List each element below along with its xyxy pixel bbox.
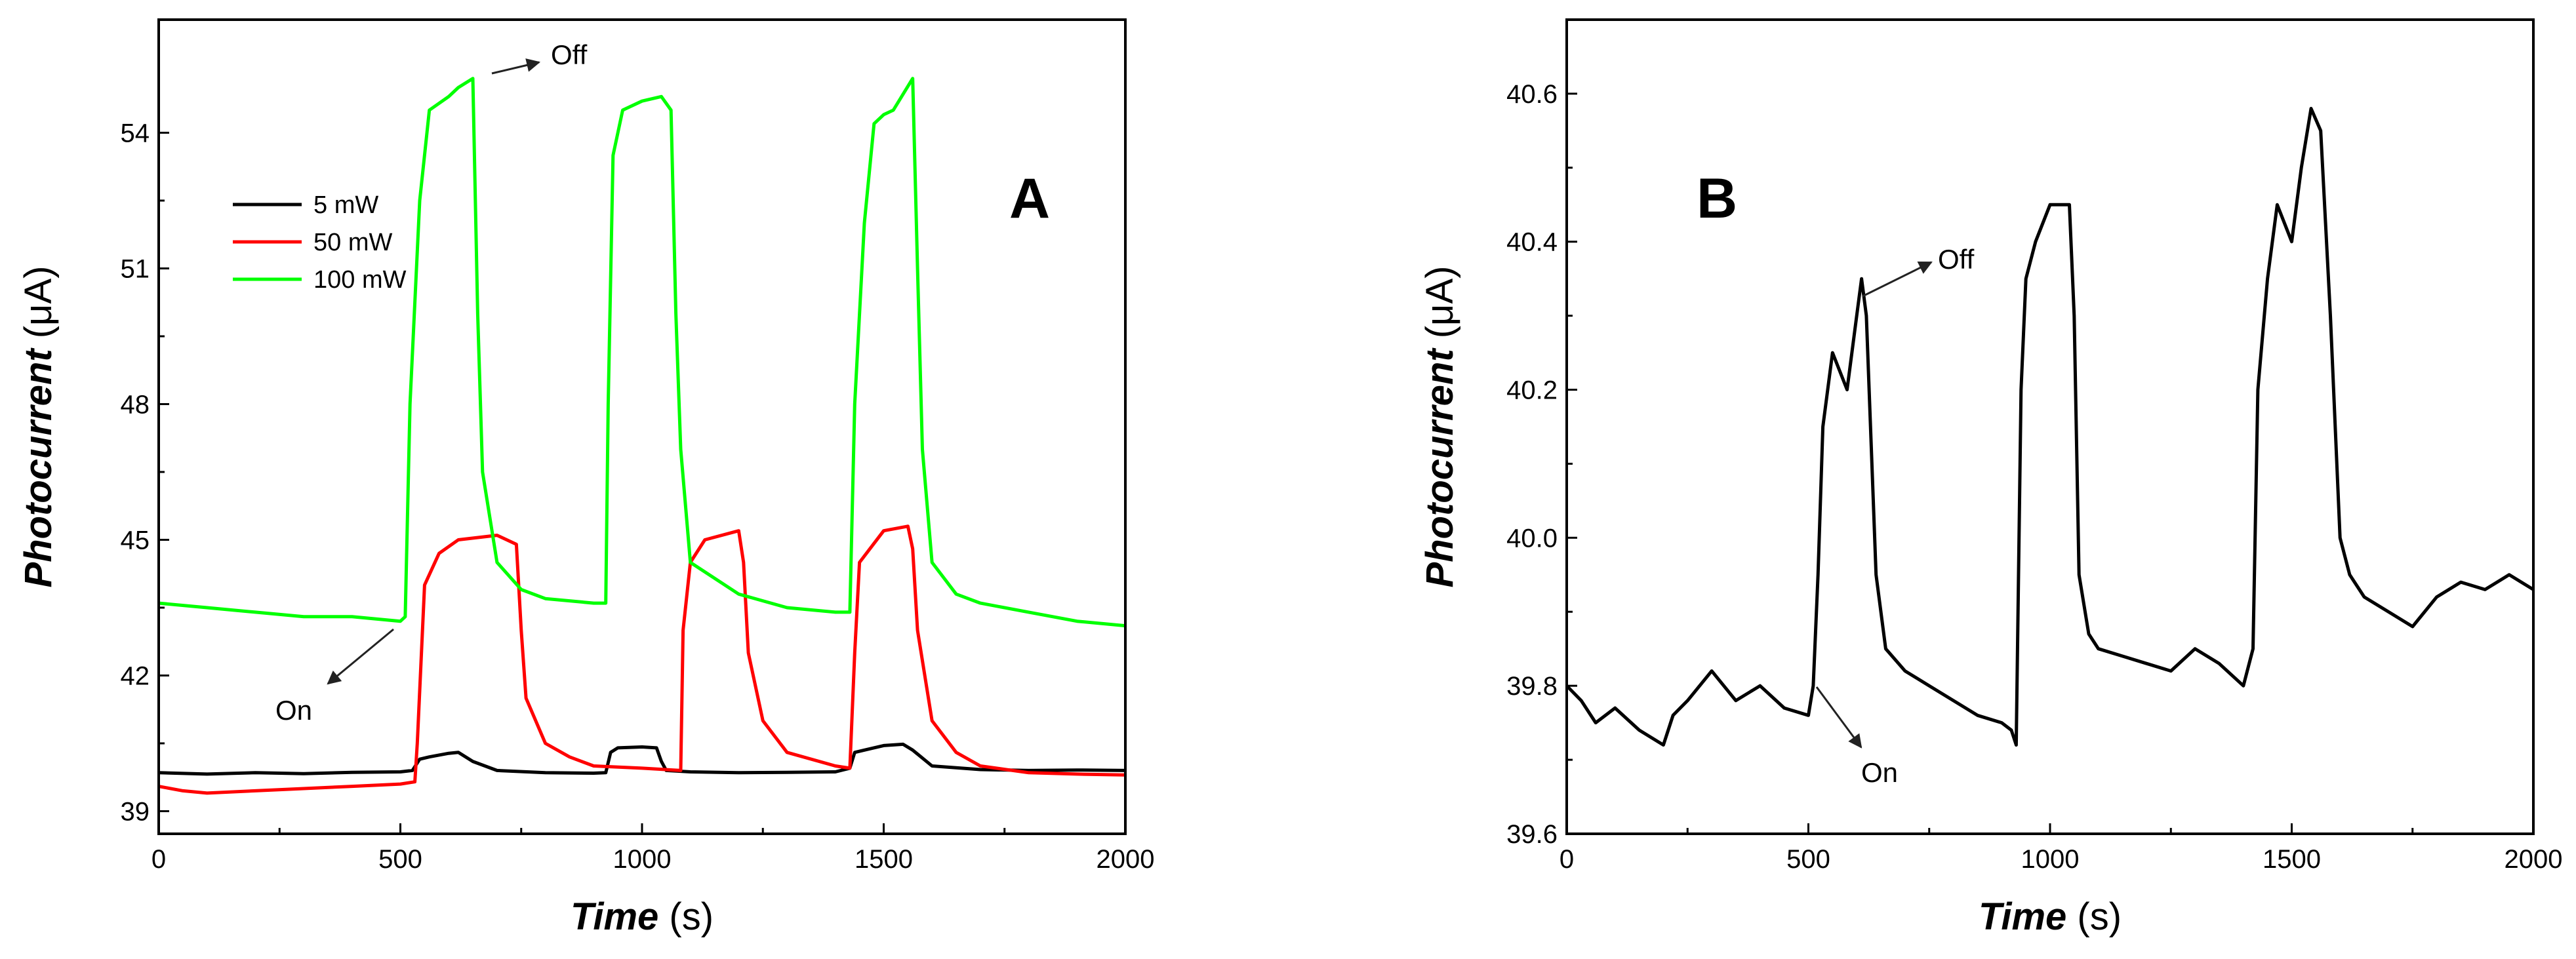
panel-b-y-tick-label: 39.6	[1506, 820, 1558, 849]
annotation-off-text: Off	[551, 39, 588, 70]
panel-b-y-ticks: 39.6 39.8 40.0 40.2 40.4 40.6	[1506, 80, 1577, 849]
panel-a-x-axis-title: Time (s)	[571, 895, 714, 938]
annotation-on-text: On	[1861, 757, 1898, 788]
panel-a-series	[159, 77, 1125, 795]
panel-a-y-tick-label: 54	[121, 119, 150, 148]
panel-a-y-tick-label: 45	[121, 526, 150, 555]
annotation-on-arrow	[327, 628, 394, 685]
panel-b-x-tick-label: 2000	[2505, 845, 2563, 874]
panel-b-x-tick-label: 1500	[2263, 845, 2321, 874]
legend-label-5mw: 5 mW	[313, 191, 378, 219]
panel-a-y-axis-name: Photocurrent	[17, 347, 60, 588]
annotation-off-text: Off	[1938, 244, 1975, 275]
panel-b-annotation-off: Off	[1862, 244, 1975, 298]
panel-a-x-tick-label: 1500	[855, 845, 913, 874]
panel-b-x-tick-label: 1000	[2021, 845, 2080, 874]
panel-b-plot-frame	[1565, 18, 2535, 835]
panel-b-y-axis-unit: (μA)	[1419, 266, 1461, 349]
panel-b-x-tick-label: 500	[1786, 845, 1830, 874]
panel-a-x-axis-name: Time	[571, 895, 658, 938]
panel-a-annotation-off: Off	[491, 39, 588, 75]
legend-label-50mw: 50 mW	[313, 229, 392, 256]
panel-a-y-tick-label: 42	[121, 662, 150, 691]
annotation-on-text: On	[275, 695, 312, 726]
panel-b-x-ticks: 0 500 1000 1500 2000	[1560, 823, 2563, 874]
panel-b-label: B	[1697, 167, 1737, 230]
panel-b: 0 500 1000 1500 2000 39.6 39.8 40.0 40.2 40.4 40.…	[1419, 18, 2563, 938]
panel-b-y-tick-label: 40.2	[1506, 376, 1558, 405]
panel-a-y-ticks: 39 42 45 48 51 54	[121, 119, 169, 827]
panel-b-x-axis-unit: (s)	[2066, 895, 2122, 938]
panel-b-x-axis-title: Time (s)	[1979, 895, 2122, 938]
panel-b-y-tick-label: 40.4	[1506, 228, 1558, 257]
panel-a-y-tick-label: 51	[121, 255, 150, 284]
panel-a-x-tick-label: 500	[378, 845, 422, 874]
panel-a-y-axis-unit: (μA)	[17, 266, 60, 349]
annotation-off-arrow	[491, 58, 541, 75]
panel-a-y-tick-label: 48	[121, 391, 150, 420]
panel-b-annotation-on: On	[1815, 686, 1898, 788]
panel-a-series-line-5mw	[159, 742, 1125, 776]
panel-b-y-axis-title: Photocurrent (μA)	[1419, 266, 1461, 588]
panel-b-y-tick-label: 40.0	[1506, 524, 1558, 553]
panel-a-x-tick-label: 0	[151, 845, 166, 874]
panel-a-x-tick-label: 2000	[1097, 845, 1155, 874]
panel-b-x-axis-name: Time	[1979, 895, 2066, 938]
panel-b-series-line-photocurrent	[1567, 107, 2533, 747]
panel-b-y-tick-label: 40.6	[1506, 80, 1558, 109]
panel-a-x-ticks: 0 500 1000 1500 2000	[151, 823, 1155, 874]
panel-b-y-tick-label: 39.8	[1506, 672, 1558, 701]
panel-a-y-tick-label: 39	[121, 798, 150, 827]
panel-a-x-axis-unit: (s)	[658, 895, 714, 938]
annotation-off-arrow	[1862, 261, 1933, 298]
panel-a-y-axis-title: Photocurrent (μA)	[17, 266, 60, 588]
panel-a-annotation-on: On	[275, 628, 394, 726]
panel-a: 0 500 1000 1500 2000 39 42 45 48 51 54 A 5 mW 50 …	[17, 18, 1155, 938]
panel-a-label: A	[1009, 167, 1050, 230]
annotation-on-arrow	[1815, 686, 1862, 749]
panel-a-series-line-50mw	[159, 524, 1125, 795]
panel-b-y-axis-name: Photocurrent	[1419, 347, 1461, 588]
legend-label-100mw: 100 mW	[313, 266, 407, 294]
panel-a-legend: 5 mW 50 mW 100 mW	[233, 191, 407, 294]
panel-b-x-tick-label: 0	[1560, 845, 1574, 874]
panel-b-series	[1567, 107, 2533, 747]
panel-a-series-line-100mw	[159, 77, 1125, 628]
panel-a-x-tick-label: 1000	[613, 845, 672, 874]
